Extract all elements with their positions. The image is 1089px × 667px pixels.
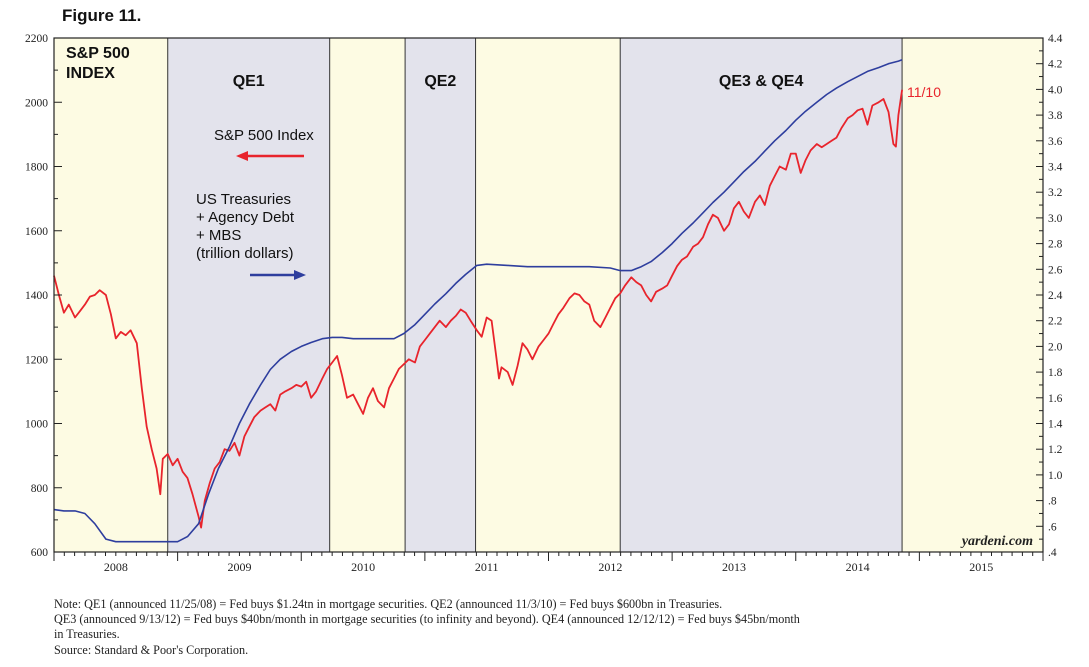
figure-title: Figure 11. xyxy=(62,6,142,25)
x-tick-label: 2011 xyxy=(475,560,499,574)
x-tick-label: 2009 xyxy=(227,560,251,574)
right-tick-label: 1.6 xyxy=(1048,393,1063,405)
legend-fed-label-4: (trillion dollars) xyxy=(196,245,294,262)
x-tick-label: 2015 xyxy=(969,560,993,574)
footnote-line-3: in Treasuries. xyxy=(54,627,120,641)
right-tick-label: 3.2 xyxy=(1048,187,1063,199)
right-tick-label: 2.4 xyxy=(1048,290,1063,302)
right-tick-label: 1.0 xyxy=(1048,470,1063,482)
left-tick-label: 1200 xyxy=(25,354,48,366)
left-tick-label: 1600 xyxy=(25,226,48,238)
fed-holdings-line xyxy=(53,59,903,543)
period-band xyxy=(620,38,903,552)
period-label: QE2 xyxy=(424,73,456,90)
right-tick-label: 1.2 xyxy=(1048,444,1063,456)
sp500-line xyxy=(53,89,903,529)
left-tick-label: 2200 xyxy=(25,33,48,45)
x-tick-label: 2008 xyxy=(104,560,128,574)
x-tick-label: 2010 xyxy=(351,560,375,574)
x-tick-label: 2013 xyxy=(722,560,746,574)
legend-fed-label-2: + Agency Debt xyxy=(196,209,295,226)
right-tick-label: 3.6 xyxy=(1048,136,1063,148)
period-band xyxy=(475,38,621,552)
footnote-line-1: Note: QE1 (announced 11/25/08) = Fed buy… xyxy=(54,597,723,611)
left-tick-label: 800 xyxy=(31,483,49,495)
right-tick-label: 2.8 xyxy=(1048,239,1063,251)
right-tick-label: .4 xyxy=(1048,547,1057,559)
right-tick-label: 3.4 xyxy=(1048,162,1063,174)
right-tick-label: 3.8 xyxy=(1048,110,1063,122)
right-tick-label: 4.0 xyxy=(1048,84,1063,96)
series-layer xyxy=(53,59,903,543)
right-tick-label: .8 xyxy=(1048,496,1057,508)
left-tick-label: 1000 xyxy=(25,419,48,431)
period-bands xyxy=(54,38,1043,552)
x-tick-label: 2012 xyxy=(598,560,622,574)
right-tick-label: 2.2 xyxy=(1048,316,1063,328)
right-tick-label: 2.0 xyxy=(1048,341,1063,353)
legend-sp500-arrow xyxy=(236,151,304,161)
period-band xyxy=(902,38,1043,552)
left-tick-label: 600 xyxy=(31,547,49,559)
right-tick-label: 4.2 xyxy=(1048,59,1063,71)
period-labels: QE1 QE2 QE3 & QE4 xyxy=(233,73,804,90)
left-tick-label: 1400 xyxy=(25,290,48,302)
legend-fed-label-3: + MBS xyxy=(196,227,241,244)
right-tick-label: 1.4 xyxy=(1048,419,1063,431)
chart-title-line-2: INDEX xyxy=(66,65,115,82)
right-tick-label: 4.4 xyxy=(1048,33,1063,45)
period-band xyxy=(54,38,168,552)
chart-title-line-1: S&P 500 xyxy=(66,45,130,62)
period-label: QE3 & QE4 xyxy=(719,73,804,90)
axes: 600 800 1000 1200 1400 1600 1800 2000 2200 .4 .6 .8… xyxy=(25,33,1063,574)
right-tick-label: .6 xyxy=(1048,521,1057,533)
end-date-label: 11/10 xyxy=(907,84,941,100)
source-line: Source: Standard & Poor's Corporation. xyxy=(54,643,249,657)
period-dividers xyxy=(167,38,903,552)
right-tick-label: 1.8 xyxy=(1048,367,1063,379)
legend-sp500-label: S&P 500 Index xyxy=(214,127,314,144)
right-tick-label: 3.0 xyxy=(1048,213,1063,225)
period-band xyxy=(167,38,330,552)
legend-fed-arrow xyxy=(250,270,306,280)
right-tick-label: 2.6 xyxy=(1048,264,1063,276)
period-band xyxy=(329,38,406,552)
left-tick-label: 1800 xyxy=(25,162,48,174)
period-band xyxy=(405,38,476,552)
watermark: yardeni.com xyxy=(960,534,1033,549)
period-label: QE1 xyxy=(233,73,265,90)
x-tick-label: 2014 xyxy=(846,560,870,574)
legend-fed-label-1: US Treasuries xyxy=(196,191,291,208)
footnote-line-2: QE3 (announced 9/13/12) = Fed buys $40bn… xyxy=(54,612,800,626)
left-tick-label: 2000 xyxy=(25,97,48,109)
